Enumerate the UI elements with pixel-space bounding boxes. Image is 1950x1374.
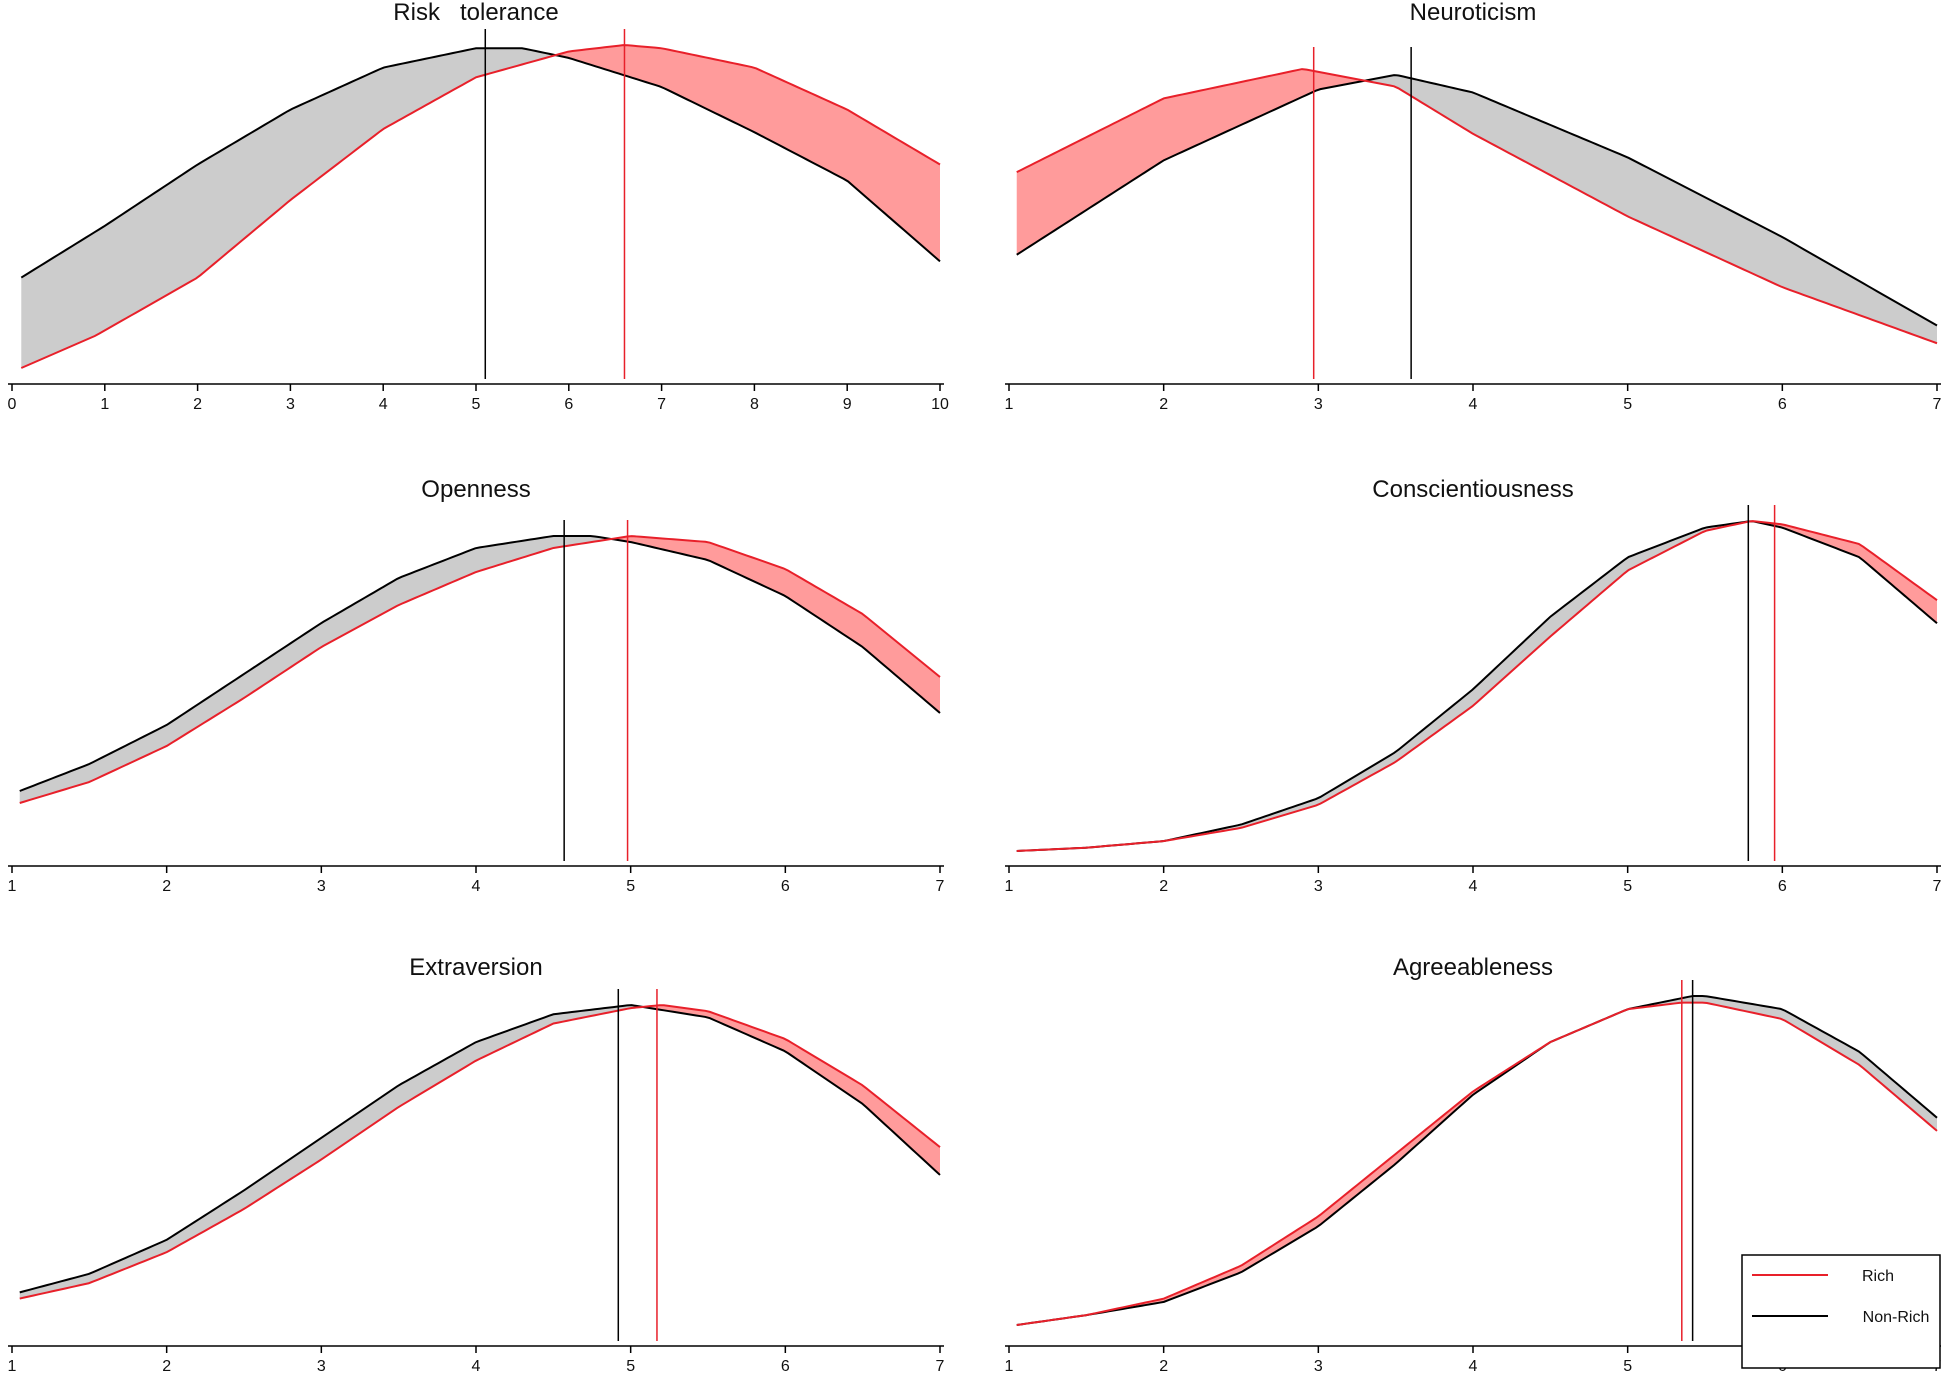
gap-fill-non-rich xyxy=(21,48,559,368)
x-tick-label: 7 xyxy=(936,878,945,895)
gap-fill-rich xyxy=(1752,521,1937,624)
series-line-rich xyxy=(1016,68,1938,345)
x-tick-label: 3 xyxy=(317,1358,326,1374)
x-tick-label: 4 xyxy=(379,396,388,413)
x-tick-label: 3 xyxy=(1314,396,1323,413)
gap-fill-rich xyxy=(1016,1008,1629,1325)
series-line-non-rich xyxy=(1016,520,1938,852)
legend-box xyxy=(1741,1254,1941,1369)
panel-title: Agreeableness xyxy=(1393,954,1553,981)
gap-fill-non-rich xyxy=(1366,75,1937,344)
x-tick-label: 1 xyxy=(1005,878,1014,895)
gap-fill-rich xyxy=(645,1005,940,1175)
x-tick-label: 9 xyxy=(843,396,852,413)
series-line-non-rich xyxy=(20,47,941,279)
series-line-non-rich xyxy=(1016,995,1938,1326)
x-tick-label: 5 xyxy=(626,1358,635,1374)
x-tick-label: 7 xyxy=(1933,396,1942,413)
gap-fill-rich xyxy=(558,45,940,262)
series-line-non-rich xyxy=(19,535,941,792)
x-tick-label: 2 xyxy=(1159,1358,1168,1374)
x-tick-label: 1 xyxy=(100,396,109,413)
panel-title: Risk tolerance xyxy=(393,0,558,26)
series-line-rich xyxy=(1016,1001,1938,1326)
x-tick-label: 5 xyxy=(1623,396,1632,413)
x-tick-label: 0 xyxy=(8,396,17,413)
x-tick-label: 1 xyxy=(8,878,17,895)
x-tick-label: 6 xyxy=(1778,878,1787,895)
x-tick-label: 3 xyxy=(317,878,326,895)
x-tick-label: 4 xyxy=(472,1358,481,1374)
x-tick-label: 5 xyxy=(626,878,635,895)
x-tick-label: 1 xyxy=(8,1358,17,1374)
x-tick-label: 2 xyxy=(193,396,202,413)
x-tick-label: 7 xyxy=(1933,878,1942,895)
x-tick-label: 2 xyxy=(162,878,171,895)
panel-title: Conscientiousness xyxy=(1372,476,1573,503)
x-tick-label: 6 xyxy=(781,1358,790,1374)
x-tick-label: 6 xyxy=(1778,396,1787,413)
legend: Rich Non-Rich xyxy=(1741,1254,1941,1369)
gap-fill-rich xyxy=(613,536,940,713)
panel-3: 1 2 3 4 5 6 7 Openness xyxy=(8,476,945,895)
x-tick-label: 8 xyxy=(750,396,759,413)
panel-4: 1 2 3 4 5 6 7 Conscientiousness xyxy=(1005,476,1942,895)
x-tick-label: 4 xyxy=(1469,396,1478,413)
x-tick-label: 2 xyxy=(1159,878,1168,895)
x-tick-label: 7 xyxy=(657,396,666,413)
series-line-rich xyxy=(19,535,941,804)
panel-title: Openness xyxy=(421,476,530,503)
x-tick-label: 5 xyxy=(472,396,481,413)
gap-fill-non-rich xyxy=(1163,521,1753,842)
x-tick-label: 6 xyxy=(564,396,573,413)
panel-2: 1 2 3 4 5 6 7 Neuroticism xyxy=(1005,0,1942,413)
panel-1: 0 1 2 3 4 5 6 7 8 9 10 Risk tolerance xyxy=(8,0,949,413)
x-tick-label: 3 xyxy=(1314,878,1323,895)
x-tick-label: 4 xyxy=(1469,1358,1478,1374)
series-line-non-rich xyxy=(19,1004,941,1294)
x-tick-label: 4 xyxy=(1469,878,1478,895)
series-line-rich xyxy=(20,44,941,369)
panel-5: 1 2 3 4 5 6 7 Extraversion xyxy=(8,954,945,1374)
x-tick-label: 1 xyxy=(1005,1358,1014,1374)
legend-label-non-rich: Non-Rich xyxy=(1863,1309,1930,1326)
x-tick-label: 7 xyxy=(936,1358,945,1374)
x-tick-label: 2 xyxy=(162,1358,171,1374)
legend-label-rich: Rich xyxy=(1862,1268,1894,1285)
x-tick-label: 2 xyxy=(1159,396,1168,413)
x-tick-label: 4 xyxy=(472,878,481,895)
x-tick-label: 3 xyxy=(286,396,295,413)
gap-fill-non-rich xyxy=(19,536,614,803)
x-tick-label: 5 xyxy=(1623,1358,1632,1374)
x-tick-label: 10 xyxy=(931,396,949,413)
x-tick-label: 3 xyxy=(1314,1358,1323,1374)
series-line-non-rich xyxy=(1016,74,1938,327)
panel-title: Extraversion xyxy=(409,954,542,981)
panel-title: Neuroticism xyxy=(1410,0,1537,26)
x-tick-label: 6 xyxy=(781,878,790,895)
x-tick-label: 1 xyxy=(1005,396,1014,413)
x-tick-label: 5 xyxy=(1623,878,1632,895)
gap-fill-rich xyxy=(1016,69,1367,255)
series-line-rich xyxy=(19,1004,941,1300)
gap-fill-non-rich xyxy=(1628,996,1937,1131)
series-line-rich xyxy=(1016,520,1938,852)
